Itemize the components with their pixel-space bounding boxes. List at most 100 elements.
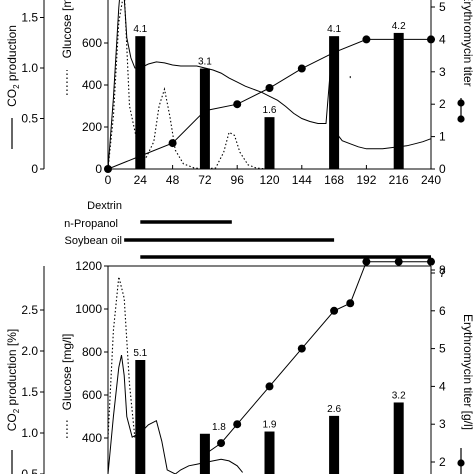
bottom-titer-bar: [135, 360, 146, 474]
top-glucose-tick-label: 400: [82, 78, 102, 92]
bottom-titer-bar: [264, 431, 275, 474]
bottom-co2-label-prefix: CO: [5, 413, 19, 431]
top-co2-line: [107, 0, 432, 170]
bottom-erythromycin-line: [204, 261, 431, 455]
top-x-tick-label: 0: [105, 173, 112, 187]
top-erythromycin-legend-dot-2: [457, 115, 465, 123]
bottom-erythromycin-tick-label: 4: [439, 379, 446, 393]
top-co2-tick-label: 0: [31, 162, 38, 176]
top-glucose-tick-label: 0: [95, 162, 102, 176]
svg-text:CO2 production [%]: CO2 production [%]: [5, 329, 21, 432]
bottom-erythromycin-point: [394, 257, 403, 266]
top-erythromycin-point: [297, 64, 306, 73]
bottom-glucose-tick-label: 400: [82, 431, 102, 445]
bottom-glucose-tick-label: 600: [82, 388, 102, 402]
top-titer-bar-label: 3.1: [198, 57, 212, 68]
bottom-erythromycin-point: [346, 299, 355, 308]
bottom-titer-bar: [329, 415, 340, 474]
top-erythromycin-tick-label: 2: [439, 97, 446, 111]
bottom-co2-tick-label: 0.5: [21, 467, 38, 474]
bottom-titer-bar-label: 2.6: [327, 404, 341, 415]
top-series: [104, 0, 435, 173]
bottom-erythromycin-axis-title: Erythromycin titer [g/l]: [461, 314, 474, 430]
bottom-co2-axis-title: CO2 production [%]: [5, 329, 21, 432]
top-x-tick-label: 48: [166, 173, 180, 187]
feeding-bar-name: Dextrin: [87, 200, 122, 212]
bottom-co2-ticks: 0.5 1.0 1.5 2.0 2.5: [21, 266, 45, 474]
top-x-tick-label: 96: [231, 173, 245, 187]
top-bars: 4.1 3.1 1.6 4.1 4.2: [133, 21, 406, 169]
bottom-erythromycin-tick-label: 3: [439, 417, 446, 431]
top-glucose-label: Glucose [m: [60, 0, 74, 58]
top-co2-axis-title: CO2 production: [5, 25, 21, 107]
top-x-tick-label: 216: [389, 173, 409, 187]
top-titer-bar: [135, 36, 146, 169]
top-erythromycin-tick-label: 4: [439, 32, 446, 46]
top-x-tick-label: 168: [324, 173, 344, 187]
bottom-erythromycin-tick-label: 2: [439, 455, 446, 469]
bottom-co2-tick-label: 2.5: [21, 303, 38, 317]
bottom-glucose-ticks: 400 600 800 1000 1200: [75, 259, 108, 445]
bottom-co2-tick-label: 1.0: [21, 426, 38, 440]
bottom-erythromycin-legend-dot: [457, 459, 465, 467]
top-erythromycin-point: [136, 152, 145, 161]
top-titer-bar-label: 4.1: [327, 24, 341, 35]
top-erythromycin-point: [330, 48, 339, 57]
top-glucose-ticks: 0 200 400 600: [82, 36, 108, 176]
top-x-tick-label: 192: [356, 173, 376, 187]
bottom-erythromycin-point: [265, 382, 274, 391]
top-titer-bar-label: 1.6: [263, 105, 277, 116]
bottom-erythromycin-point: [217, 439, 226, 448]
top-erythromycin-ticks: 0 1 2 3 4 5: [431, 0, 446, 176]
top-x-ticks: 0 24 48 72 96 120 144 168 192 216 240: [105, 165, 441, 187]
top-glucose-axis-title: Glucose [m: [60, 0, 74, 58]
top-erythromycin-label: Erythromycin titer: [461, 0, 474, 87]
top-glucose-tick-label: 200: [82, 120, 102, 134]
top-glucose-tick-label: 600: [82, 36, 102, 50]
bottom-erythromycin-point: [233, 420, 242, 429]
top-co2-label-prefix: CO: [5, 89, 19, 107]
top-x-tick-label: 120: [259, 173, 279, 187]
top-x-tick-label: 144: [292, 173, 312, 187]
top-titer-bar: [264, 117, 275, 169]
bottom-glucose-line: [107, 276, 136, 439]
bottom-erythromycin-point: [297, 344, 306, 353]
bottom-axes: [107, 265, 432, 474]
bottom-titer-bar-label: 1.9: [263, 420, 277, 431]
top-erythromycin-point: [265, 84, 274, 92]
top-erythromycin-tick-label: 1: [439, 130, 446, 144]
top-x-tick-label: 24: [134, 173, 148, 187]
top-co2-ticks: 0 0.5 1.0 1.5: [21, 0, 45, 176]
bottom-erythromycin-point: [427, 257, 435, 266]
top-co2-label-sub: 2: [12, 84, 21, 89]
top-titer-bar: [199, 68, 210, 169]
top-titer-bar-label: 4.2: [392, 21, 406, 32]
bottom-bars: 5.1 1.8 1.9 2.6 3.2: [133, 348, 406, 474]
bottom-glucose-tick-label: 800: [82, 345, 102, 359]
bottom-titer-bar-label: 3.2: [392, 390, 406, 401]
bottom-titer-bar-label: 1.8: [212, 422, 226, 433]
bottom-erythromycin-point: [362, 257, 371, 266]
top-erythromycin-point: [168, 139, 177, 148]
bottom-glucose-axis-title: Glucose [mg/l]: [60, 334, 74, 411]
feeding-bar-name: n-Propanol: [64, 218, 118, 230]
bottom-co2-line: [107, 354, 243, 474]
top-x-tick-label: 72: [198, 173, 212, 187]
bottom-erythromycin-tick-label: 7: [439, 266, 446, 280]
top-erythromycin-axis-title: Erythromycin titer: [461, 0, 474, 87]
bottom-erythromycin-tick-label: 6: [439, 304, 446, 318]
bottom-erythromycin-point: [330, 306, 339, 315]
bottom-erythromycin-ticks: 2 3 4 5 6 78: [431, 263, 446, 469]
bottom-co2-tick-label: 1.5: [21, 385, 38, 399]
top-co2-tick-label: 1.0: [21, 61, 38, 75]
bottom-panel: 0.5 1.0 1.5 2.0 2.5 400 600 800 1000 1200 2 3 4 5 6 7…: [5, 257, 474, 474]
top-co2-tick-label: 1.5: [21, 11, 38, 25]
top-erythromycin-point: [427, 35, 435, 44]
top-erythromycin-point: [394, 35, 403, 44]
top-titer-bar: [393, 32, 404, 169]
top-panel: 0 24 48 72 96 120 144 168 192 216 240 00.51.01.5 0…: [5, 0, 474, 187]
bottom-erythromycin-point: [200, 450, 209, 459]
bottom-glucose-tick-label: 1000: [75, 302, 102, 316]
top-co2-tick-label: 0.5: [21, 112, 38, 126]
